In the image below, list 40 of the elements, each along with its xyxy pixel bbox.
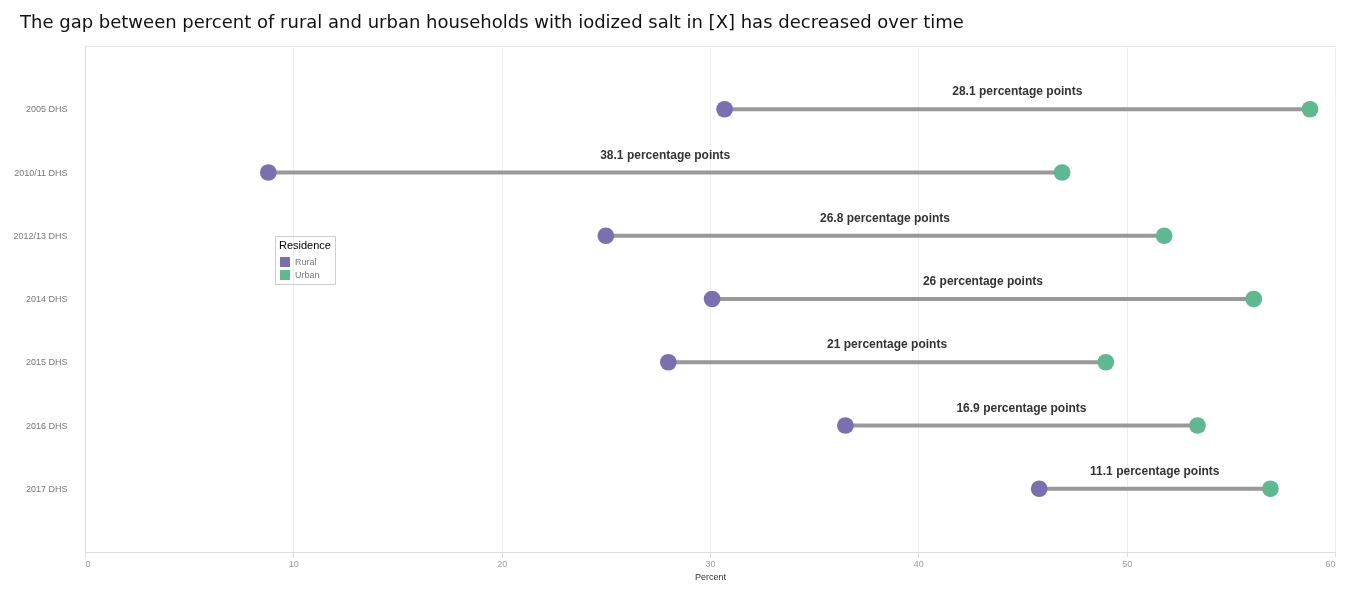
x-tick-label: 40: [913, 558, 924, 569]
legend-label: Rural: [295, 257, 317, 267]
y-tick-label: 2010/11 DHS: [14, 167, 68, 178]
chart-title: The gap between percent of rural and urban households with iodized salt in [X] has decreased over time: [19, 11, 964, 32]
y-tick-label: 2015 DHS: [25, 357, 68, 368]
point: [659, 353, 677, 371]
point: [716, 100, 733, 118]
point: [1155, 227, 1173, 245]
annotation: 38.1 percentage points: [600, 147, 731, 162]
y-tick-label: 2014 DHS: [25, 294, 68, 304]
x-tick-label: 30: [705, 558, 716, 569]
legend-label: Urban: [295, 270, 320, 280]
point: [1097, 353, 1115, 371]
point: [1053, 164, 1071, 181]
annotation: 11.1 percentage points: [1090, 463, 1220, 478]
annotation: 26.8 percentage points: [819, 210, 951, 225]
x-axis-title: Percent: [694, 571, 727, 582]
x-tick-label: 0: [85, 558, 91, 569]
point: [1189, 417, 1206, 434]
y-tick-label: 2017 DHS: [25, 483, 68, 494]
x-tick-label: 10: [288, 558, 299, 569]
point: [1262, 480, 1279, 498]
annotation: 26 percentage points: [922, 274, 1044, 288]
point: [1301, 100, 1319, 118]
annotation: 21 percentage points: [827, 337, 948, 352]
annotation: 28.1 percentage points: [952, 84, 1083, 99]
point: [259, 164, 277, 181]
legend-title: Residence: [279, 239, 331, 251]
point: [1030, 480, 1048, 498]
x-tick-label: 50: [1122, 558, 1133, 569]
point: [1245, 290, 1263, 308]
point: [597, 227, 615, 245]
annotation: 16.9 percentage points: [956, 400, 1087, 415]
y-tick-label: 2012/13 DHS: [13, 230, 68, 241]
x-tick-label: 20: [497, 558, 508, 569]
point: [837, 417, 854, 434]
point: [703, 290, 721, 308]
y-tick-label: 2005 DHS: [25, 104, 68, 115]
x-tick-label: 60: [1325, 558, 1336, 569]
y-tick-label: 2016 DHS: [25, 420, 68, 431]
